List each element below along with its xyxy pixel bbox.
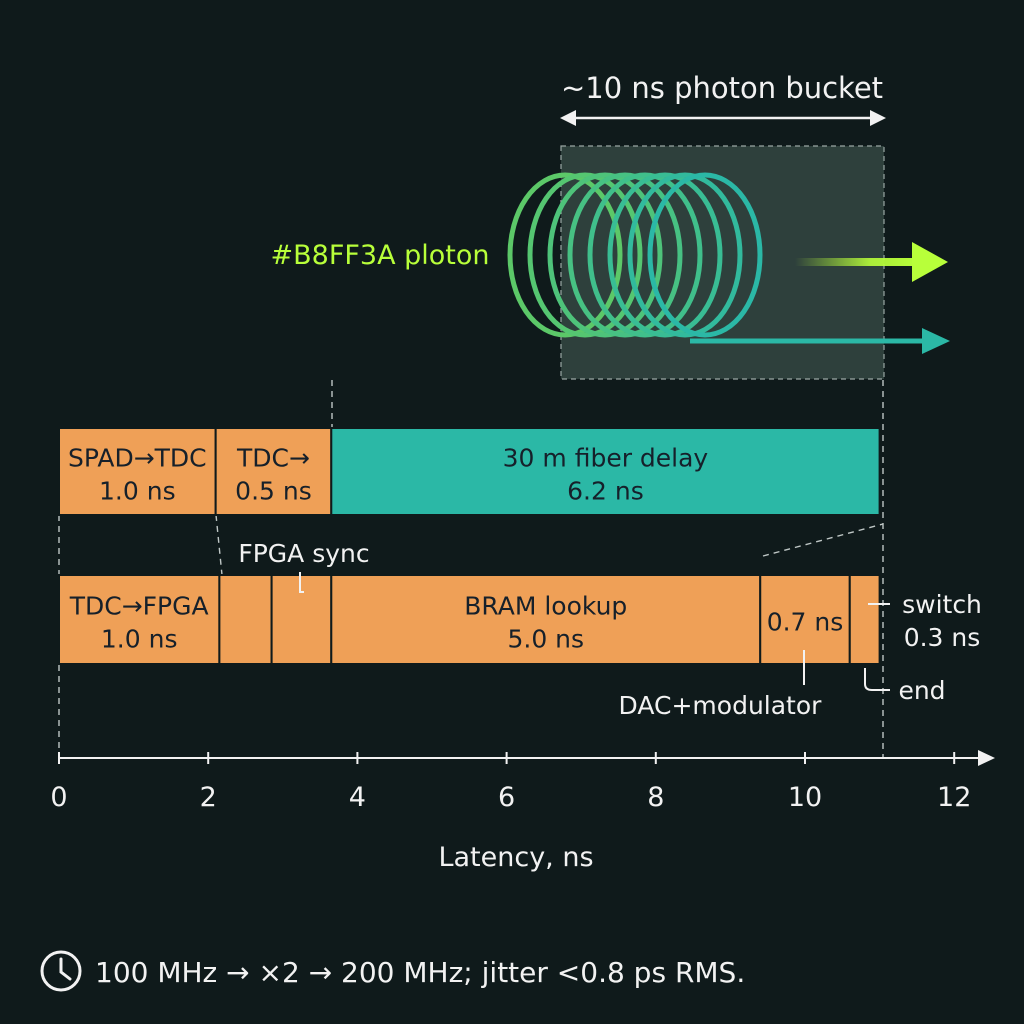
coil-loop — [607, 172, 723, 338]
x-tick-label: 2 — [200, 782, 217, 813]
switch-value: 0.3 ns — [904, 623, 981, 652]
coil-loop — [627, 172, 743, 338]
bottom-latency-path: TDC→FPGA 1.0 ns BRAM lookup 5.0 ns 0.7 ns — [58, 574, 881, 665]
coil-loop — [507, 172, 623, 338]
switch-label: switch — [902, 590, 982, 619]
top-path-segment-value: 1.0 ns — [99, 477, 176, 506]
top-path-segment-value: 6.2 ns — [567, 477, 644, 506]
bucket-arrowhead-right — [870, 110, 886, 126]
bottom-path-segment-value: 1.0 ns — [101, 625, 178, 654]
guide-diagonal — [762, 523, 884, 557]
clock-icon — [40, 950, 82, 992]
coil-loop — [547, 172, 663, 338]
bottom-path-segment-1 — [218, 574, 273, 665]
top-path-segment-label: TDC→ — [236, 444, 310, 473]
top-path-segment-2 — [330, 427, 881, 516]
fpga-sync-pointer — [299, 572, 304, 593]
lime-photon-arrow-tail — [795, 258, 920, 266]
guide-lines — [58, 380, 884, 758]
output-fiber-arrowhead — [922, 328, 950, 354]
top-path-segment-0 — [58, 427, 217, 516]
callouts: FPGA sync DAC+modulator switch 0.3 ns en… — [238, 539, 982, 720]
coil-loops — [507, 172, 763, 338]
x-axis-ticks: 0 2 4 6 8 10 12 — [50, 752, 971, 813]
bottom-path-segment-label: BRAM lookup — [464, 592, 627, 621]
footer-text: 100 MHz → ×2 → 200 MHz; jitter <0.8 ps R… — [95, 956, 745, 989]
coil-loop — [567, 172, 683, 338]
coil-loop — [527, 172, 643, 338]
top-latency-path: SPAD→TDC 1.0 ns TDC→ 0.5 ns 30 m fiber delay… — [58, 427, 881, 516]
top-path-segment-label: 30 m fiber delay — [503, 444, 709, 473]
guide-split-a — [215, 514, 223, 576]
footer-note: 100 MHz → ×2 → 200 MHz; jitter <0.8 ps R… — [40, 950, 745, 992]
lime-photon-arrowhead — [912, 242, 948, 282]
x-tick-label: 12 — [937, 782, 971, 813]
bottom-path-segment-label: TDC→FPGA — [69, 592, 209, 621]
photon-label: #B8FF3A ploton — [271, 240, 490, 271]
coil-loop — [587, 172, 703, 338]
bucket-arrowhead-left — [560, 110, 576, 126]
bottom-path-segment-5 — [848, 574, 881, 665]
coil-loop — [647, 172, 763, 338]
end-label: end — [898, 676, 945, 705]
x-tick-label: 0 — [50, 782, 67, 813]
fiber-coil: #B8FF3A ploton — [271, 172, 950, 354]
x-tick-label: 6 — [498, 782, 515, 813]
bottom-path-segment-4 — [759, 574, 851, 665]
top-path-segment-1 — [214, 427, 333, 516]
fpga-sync-label: FPGA sync — [238, 539, 369, 568]
photon-bucket-label: ~10 ns photon bucket — [561, 71, 883, 105]
x-axis-label: Latency, ns — [438, 842, 593, 873]
bottom-path-segment-value: 0.7 ns — [767, 608, 844, 637]
x-tick-label: 4 — [349, 782, 366, 813]
dac-modulator-label: DAC+modulator — [619, 691, 823, 720]
bottom-path-segment-value: 5.0 ns — [507, 625, 584, 654]
end-pointer — [864, 668, 890, 691]
top-path-segment-value: 0.5 ns — [235, 477, 312, 506]
x-tick-label: 8 — [647, 782, 664, 813]
x-axis: 0 2 4 6 8 10 12 Latency, ns — [50, 750, 995, 873]
top-path-segment-label: SPAD→TDC — [68, 444, 207, 473]
x-axis-arrowhead — [978, 750, 995, 766]
x-tick-label: 10 — [788, 782, 822, 813]
bottom-path-segment-2 — [270, 574, 333, 665]
bottom-path-segment-3 — [330, 574, 762, 665]
